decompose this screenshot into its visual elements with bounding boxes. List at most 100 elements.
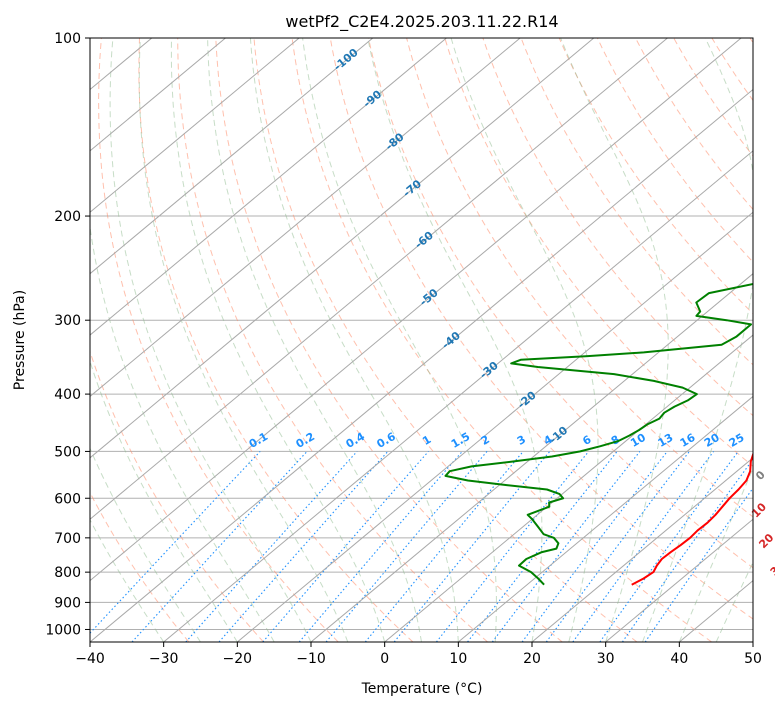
x-tick-label: 10 (449, 651, 467, 667)
isotherm-line (90, 88, 753, 642)
y-tick-label: 600 (54, 491, 81, 507)
mixing-ratio-line (621, 458, 753, 642)
x-tick-label: 20 (523, 651, 541, 667)
mixing-ratio-line (298, 451, 463, 642)
chart-title: wetPf2_C2E4.2025.203.11.22.R14 (285, 12, 558, 32)
isotherm-line (531, 457, 753, 642)
isotherm-line (237, 211, 753, 642)
isotherm-line (458, 395, 753, 642)
isotherm-line (90, 38, 374, 275)
dry-adiabat-line (291, 38, 712, 642)
profile-lines (444, 282, 753, 586)
dry-adiabat-line (711, 38, 753, 102)
isotherm-line (90, 38, 595, 459)
mixing-ratio-label: 20 (702, 431, 722, 450)
x-tick-label: 0 (380, 651, 389, 667)
moist-adiabat-line (715, 561, 753, 642)
mixing-ratio-line (572, 451, 715, 642)
y-tick-label: 300 (54, 313, 81, 329)
dry-adiabat-line (749, 38, 753, 44)
dry-adiabat-line (558, 38, 753, 315)
moist-adiabat-line (207, 38, 422, 642)
mixing-ratio-label: 1.5 (449, 430, 472, 451)
isotherm-line (90, 38, 742, 582)
moist-adiabat-label: 0 (753, 468, 768, 483)
x-tick-label: −20 (223, 651, 253, 667)
background-lines (0, 38, 753, 642)
mixing-ratio-label: 0.6 (374, 430, 398, 451)
dry-adiabat-line (406, 38, 753, 518)
plot-frame (89, 37, 754, 643)
isopleth-labels: -100-90-80-70-60-50-40-30-20-100.1 0.2 0.4… (247, 46, 775, 579)
x-tick-label: −40 (75, 651, 105, 667)
y-tick-label: 400 (54, 387, 81, 403)
temperature-line (631, 451, 753, 586)
moist-adiabat-line (109, 38, 312, 642)
isotherm-label: -100 (331, 46, 361, 74)
x-tick-label: 40 (670, 651, 688, 667)
mixing-ratio-line (185, 451, 358, 642)
moist-adiabat-line (367, 38, 543, 642)
isotherm-line (605, 518, 753, 642)
mixing-ratio-label: 16 (678, 431, 698, 450)
moist-adiabat-label: 20 (756, 531, 775, 551)
dry-adiabat-line (90, 491, 190, 642)
dewpoint-line (444, 282, 753, 586)
moist-adiabat-line (678, 467, 753, 642)
mixing-ratio-label: 1 (420, 433, 433, 448)
mixing-ratio-line (644, 487, 753, 642)
y-tick-label: 100 (54, 31, 81, 47)
mixing-ratio-line (467, 451, 618, 642)
dry-adiabat-line (368, 38, 753, 569)
mixing-ratio-line (521, 451, 668, 642)
mixing-ratio-line (599, 451, 739, 642)
axis-ticks: −40 −30 −20 −10 0 10 20 30 40 5010020030040050060… (45, 31, 762, 667)
x-tick-label: −30 (149, 651, 179, 667)
moist-adiabat-label: 10 (749, 500, 769, 520)
x-tick-label: 30 (597, 651, 615, 667)
dry-adiabat-line (635, 38, 753, 211)
mixing-ratio-line (131, 451, 308, 642)
mixing-ratio-line (325, 451, 488, 642)
isotherm-line (90, 38, 668, 520)
dry-adiabat-line (177, 38, 488, 642)
moist-adiabat-line (642, 38, 753, 642)
moist-adiabat-line (90, 223, 275, 642)
isotherm-line (90, 38, 521, 398)
y-tick-label: 700 (54, 531, 81, 547)
isotherm-line (752, 641, 753, 642)
dry-adiabat-line (673, 38, 753, 157)
y-tick-label: 500 (54, 444, 81, 460)
y-axis-label: Pressure (hPa) (12, 290, 28, 390)
moist-adiabat-line (560, 38, 669, 642)
isotherm-line (90, 38, 447, 336)
mixing-ratio-line (491, 451, 641, 642)
moist-adiabat-line (302, 38, 497, 642)
mixing-ratio-label: 3 (515, 433, 528, 448)
dry-adiabat-line (215, 38, 563, 642)
mixing-ratio-label: 13 (656, 431, 676, 450)
dry-adiabat-line (138, 38, 414, 642)
moist-adiabat-line (90, 359, 238, 642)
isotherm-line (310, 273, 753, 642)
dry-adiabat-line (596, 38, 753, 263)
y-tick-label: 800 (54, 565, 81, 581)
isotherm-line (384, 334, 753, 642)
y-tick-label: 1000 (45, 622, 81, 638)
isotherm-line (90, 38, 300, 213)
dry-adiabat-line (444, 38, 753, 467)
y-tick-label: 900 (54, 595, 81, 611)
mixing-ratio-line (435, 451, 590, 642)
x-tick-label: 50 (744, 651, 762, 667)
moist-adiabat-line (450, 38, 599, 642)
dry-adiabat-line (329, 38, 753, 620)
isotherm-line (163, 150, 753, 642)
dry-adiabat-line (253, 38, 638, 642)
isotherm-line (0, 38, 4, 642)
mixing-ratio-line (90, 451, 261, 634)
mixing-ratio-label: 6 (580, 433, 593, 448)
isotherm-line (679, 579, 753, 642)
x-tick-label: −10 (296, 651, 326, 667)
mixing-ratio-line (218, 451, 389, 642)
